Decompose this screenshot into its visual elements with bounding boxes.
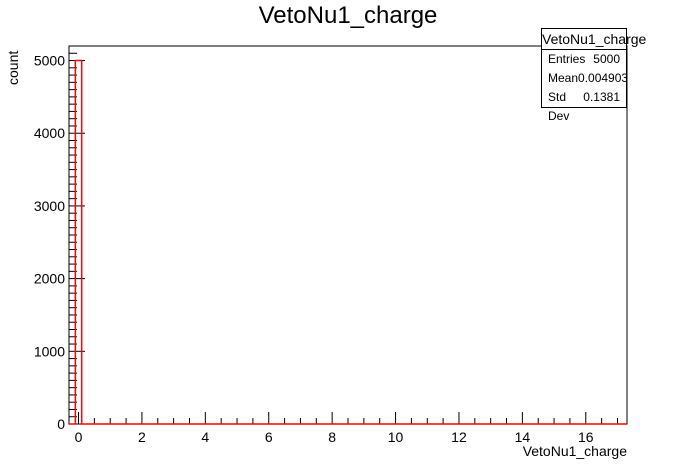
x-tick-label: 10 [388, 429, 404, 445]
chart-title: VetoNu1_charge [258, 2, 438, 29]
y-tick-label: 2000 [34, 271, 65, 287]
x-tick-label: 6 [265, 429, 273, 445]
x-tick-label: 16 [578, 429, 594, 445]
y-tick-label: 4000 [34, 125, 65, 141]
histogram-series-line [69, 59, 627, 425]
stats-row-std: Std Dev 0.1381 [542, 88, 626, 123]
y-tick-label: 3000 [34, 198, 65, 214]
y-tick-label: 1000 [34, 343, 65, 359]
x-tick-label: 12 [451, 429, 467, 445]
stats-entries-label: Entries [548, 52, 586, 66]
x-tick-label: 2 [138, 429, 146, 445]
x-tick-label: 14 [515, 429, 531, 445]
stats-title: VetoNu1_charge [542, 29, 646, 50]
stats-box: VetoNu1_charge Entries 5000 Mean 0.00490… [541, 28, 646, 123]
stats-mean-label: Mean [548, 71, 579, 85]
stats-mean-value: 0.004903 [578, 71, 629, 85]
stats-std-value: 0.1381 [583, 90, 620, 104]
x-tick-label: 8 [328, 429, 336, 445]
y-axis-label: count [5, 50, 21, 85]
stats-entries-value: 5000 [593, 52, 620, 66]
x-tick-label: 4 [201, 429, 209, 445]
stats-row-mean: Mean 0.004903 [542, 69, 629, 88]
y-tick-label: 5000 [34, 53, 65, 69]
y-tick-label: 0 [57, 416, 65, 432]
stats-row-entries: Entries 5000 [542, 50, 626, 69]
x-axis-label: VetoNu1_charge [523, 443, 628, 459]
x-tick-label: 0 [75, 429, 83, 445]
stats-std-label: Std Dev [548, 90, 570, 123]
